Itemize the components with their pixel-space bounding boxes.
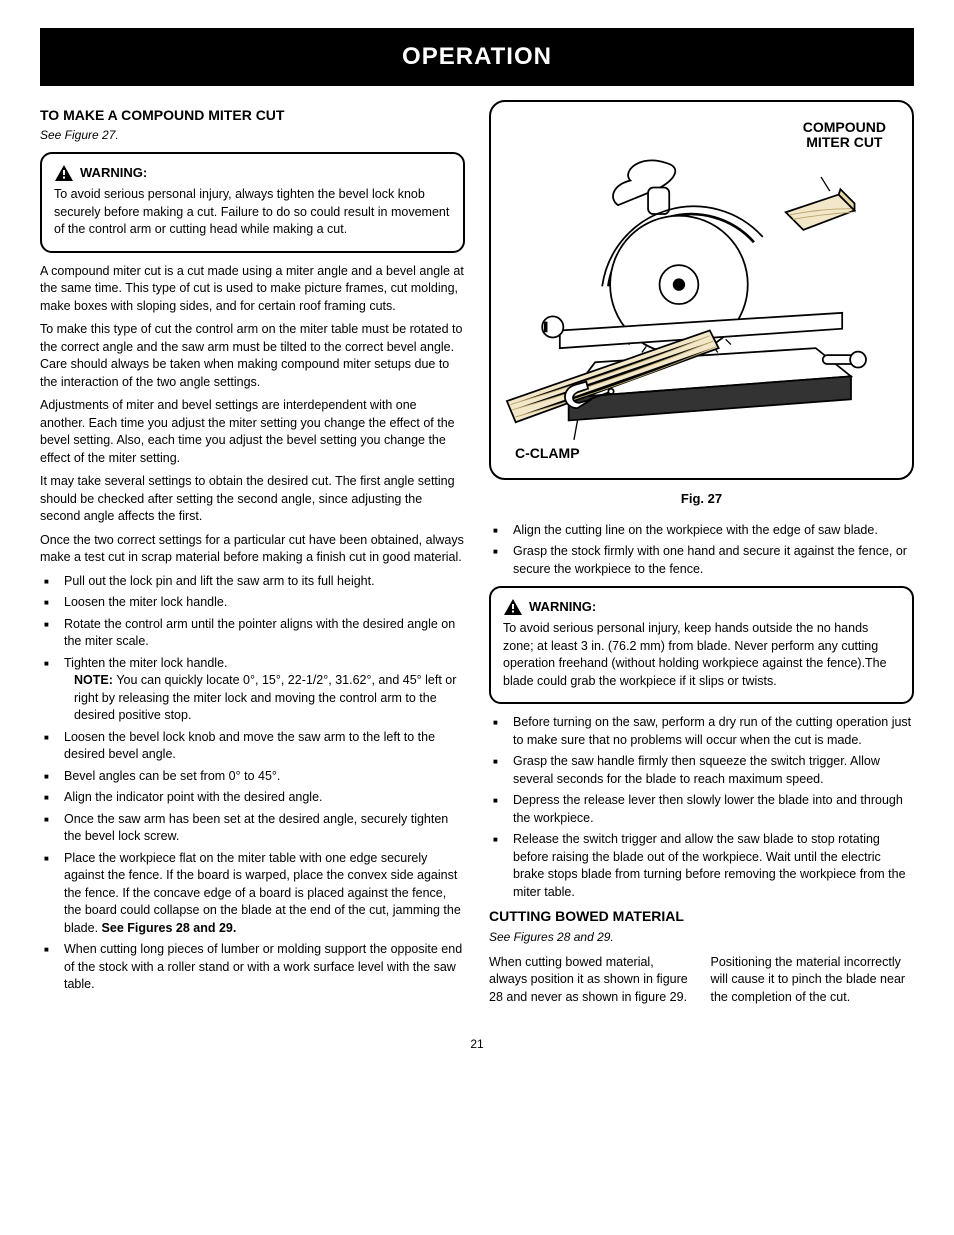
right-step: Release the switch trigger and allow the… <box>503 831 914 901</box>
left-step4-note: NOTE: You can quickly locate 0°, 15°, 22… <box>64 672 465 725</box>
right-step: Align the cutting line on the workpiece … <box>503 522 914 540</box>
compound-desc-1: A compound miter cut is a cut made using… <box>40 263 465 316</box>
bowed-figref: See Figures 28 and 29. <box>489 929 914 946</box>
right-steps-2: Before turning on the saw, perform a dry… <box>489 714 914 901</box>
compound-desc-4: It may take several settings to obtain t… <box>40 473 465 526</box>
bowed-desc-2: Positioning the material incorrectly wil… <box>711 954 915 1007</box>
note-text: You can quickly locate 0°, 15°, 22-1/2°,… <box>74 673 456 722</box>
two-column-body: TO MAKE A COMPOUND MITER CUT See Figure … <box>0 86 954 1013</box>
left-step: Loosen the miter lock handle. <box>54 594 465 612</box>
right-warning-head: WARNING: <box>503 598 900 616</box>
left-step: Pull out the lock pin and lift the saw a… <box>54 573 465 591</box>
page-number: 21 <box>470 1036 483 1053</box>
left-step-text: Tighten the miter lock handle. <box>64 656 228 670</box>
left-step: Rotate the control arm until the pointer… <box>54 616 465 651</box>
compound-desc-2: To make this type of cut the control arm… <box>40 321 465 391</box>
left-warning-label: WARNING: <box>80 164 147 182</box>
compound-desc-5: Once the two correct settings for a part… <box>40 532 465 567</box>
fig-label-line1: COMPOUND <box>803 119 886 135</box>
compound-cut-figref: See Figure 27. <box>40 127 465 144</box>
note-label: NOTE: <box>74 673 116 687</box>
page-footer: 21 <box>0 1012 954 1077</box>
left-step: Once the saw arm has been set at the des… <box>54 811 465 846</box>
left-warning-box: WARNING: To avoid serious personal injur… <box>40 152 465 253</box>
figure-label-compound: COMPOUND MITER CUT <box>803 120 886 151</box>
fig-label-line2: MITER CUT <box>806 134 882 150</box>
left-step: Bevel angles can be set from 0° to 45°. <box>54 768 465 786</box>
left-warning-head: WARNING: <box>54 164 451 182</box>
left-column: TO MAKE A COMPOUND MITER CUT See Figure … <box>40 100 465 1013</box>
compound-cut-title: TO MAKE A COMPOUND MITER CUT <box>40 106 465 126</box>
right-column: COMPOUND MITER CUT C-CLAMP <box>489 100 914 1013</box>
miter-saw-illustration <box>501 154 901 454</box>
right-warning-box: WARNING: To avoid serious personal injur… <box>489 586 914 704</box>
left-warning-text: To avoid serious personal injury, always… <box>54 186 451 239</box>
left-step: Place the workpiece flat on the miter ta… <box>54 850 465 938</box>
bowed-title: CUTTING BOWED MATERIAL <box>489 907 914 927</box>
warning-triangle-icon <box>54 164 74 182</box>
left-step: Tighten the miter lock handle. NOTE: You… <box>54 655 465 725</box>
figure-27-caption: Fig. 27 <box>489 490 914 508</box>
right-step: Depress the release lever then slowly lo… <box>503 792 914 827</box>
bowed-desc-1: When cutting bowed material, always posi… <box>489 954 693 1007</box>
left-step: When cutting long pieces of lumber or mo… <box>54 941 465 994</box>
right-step: Grasp the stock firmly with one hand and… <box>503 543 914 578</box>
left-step: Loosen the bevel lock knob and move the … <box>54 729 465 764</box>
right-steps-1: Align the cutting line on the workpiece … <box>489 522 914 579</box>
right-step: Grasp the saw handle firmly then squeeze… <box>503 753 914 788</box>
page-header-bar: OPERATION <box>40 28 914 86</box>
warning-triangle-icon <box>503 598 523 616</box>
left-step9-figref: See Figures 28 and 29. <box>102 921 237 935</box>
right-warning-label: WARNING: <box>529 598 596 616</box>
right-warning-text: To avoid serious personal injury, keep h… <box>503 620 900 690</box>
bowed-desc-row: When cutting bowed material, always posi… <box>489 954 914 1013</box>
figure-27: COMPOUND MITER CUT C-CLAMP <box>489 100 914 480</box>
right-step: Before turning on the saw, perform a dry… <box>503 714 914 749</box>
left-step: Align the indicator point with the desir… <box>54 789 465 807</box>
left-steps: Pull out the lock pin and lift the saw a… <box>40 573 465 994</box>
compound-desc-3: Adjustments of miter and bevel settings … <box>40 397 465 467</box>
